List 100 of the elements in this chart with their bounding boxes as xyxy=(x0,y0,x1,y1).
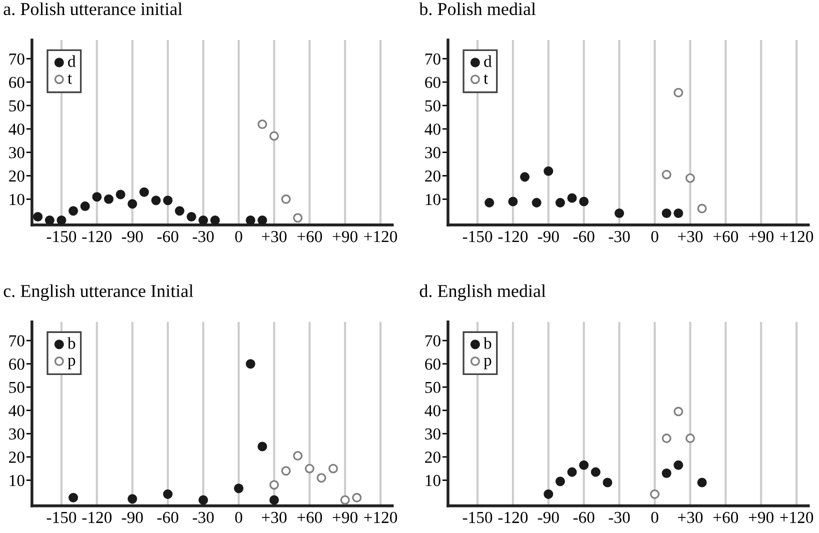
point xyxy=(163,196,173,206)
point xyxy=(269,480,279,490)
point xyxy=(697,478,707,488)
point xyxy=(56,215,66,225)
point xyxy=(92,192,102,202)
point xyxy=(128,199,138,209)
point xyxy=(269,495,279,505)
point xyxy=(68,492,78,502)
x-tick-label: -120 xyxy=(498,512,528,524)
x-tick-label: -90 xyxy=(122,230,143,242)
point xyxy=(198,215,208,225)
y-tick-label: 20 xyxy=(9,170,24,182)
point xyxy=(484,198,494,208)
point xyxy=(304,464,314,474)
point xyxy=(532,198,542,208)
x-tick-label: +90 xyxy=(332,230,358,242)
chart-title: d. English medial xyxy=(420,284,546,301)
point xyxy=(340,495,350,505)
x-tick-label: 0 xyxy=(651,512,658,524)
x-tick-label: +120 xyxy=(780,512,814,524)
y-tick-label: 10 xyxy=(10,474,24,486)
x-tick-label: -30 xyxy=(608,512,630,524)
point xyxy=(579,196,589,206)
point xyxy=(44,215,54,225)
point xyxy=(685,173,695,183)
point xyxy=(520,172,530,182)
y-tick-label: 50 xyxy=(425,382,440,394)
x-tick-label: 0 xyxy=(651,230,658,242)
y-tick-label: 50 xyxy=(9,100,24,112)
point xyxy=(186,212,196,222)
y-tick-label: 60 xyxy=(425,358,440,370)
x-tick-label: +30 xyxy=(262,512,287,524)
y-tick-label: 70 xyxy=(425,335,440,346)
y-tick-label: 30 xyxy=(425,147,440,158)
x-tick-label: -60 xyxy=(573,230,594,242)
x-tick-label: +120 xyxy=(364,230,398,242)
y-tick-label: 60 xyxy=(9,358,24,370)
point xyxy=(33,212,43,222)
point xyxy=(697,204,707,214)
point xyxy=(674,208,684,218)
x-tick-label: +90 xyxy=(332,512,358,524)
x-tick-label: +30 xyxy=(262,230,287,242)
y-tick-label: 70 xyxy=(9,53,24,65)
x-tick-label: -120 xyxy=(498,230,528,242)
y-tick-label: 30 xyxy=(9,428,24,440)
point xyxy=(328,464,338,474)
legend-label: b xyxy=(67,337,76,349)
x-tick-label: +30 xyxy=(678,512,703,524)
point xyxy=(650,489,660,499)
x-tick-label: +30 xyxy=(678,230,703,242)
x-tick-label: -30 xyxy=(192,230,214,242)
point xyxy=(281,194,291,204)
legend-label: t xyxy=(68,74,72,84)
x-tick-label: 0 xyxy=(235,230,242,242)
point xyxy=(544,489,554,499)
x-tick-label: +90 xyxy=(748,512,774,524)
y-tick-label: 20 xyxy=(425,452,440,463)
y-tick-label: 50 xyxy=(425,100,440,112)
point xyxy=(104,194,114,204)
legend-label: d xyxy=(68,55,76,67)
point xyxy=(555,476,565,486)
point xyxy=(544,166,554,176)
chart-title: a. Polish utterance initial xyxy=(4,2,182,16)
point xyxy=(508,196,518,206)
legend-label: b xyxy=(484,337,492,349)
point xyxy=(567,193,577,203)
point xyxy=(163,489,173,499)
x-tick-label: 0 xyxy=(235,512,242,524)
point xyxy=(269,131,279,141)
y-tick-label: 30 xyxy=(9,147,24,158)
x-tick-label: -30 xyxy=(192,512,214,524)
x-tick-label: +60 xyxy=(713,512,738,524)
point xyxy=(674,406,684,416)
point xyxy=(662,468,672,478)
point xyxy=(662,170,672,180)
x-tick-label: +120 xyxy=(780,230,814,242)
x-tick-label: -30 xyxy=(608,230,630,242)
x-tick-label: -120 xyxy=(82,230,112,242)
y-tick-label: 10 xyxy=(426,474,440,486)
point xyxy=(316,473,326,483)
point xyxy=(210,215,220,225)
point xyxy=(579,460,589,470)
x-tick-label: +60 xyxy=(713,230,738,242)
y-tick-label: 30 xyxy=(425,428,440,440)
x-tick-label: -150 xyxy=(462,512,492,524)
x-tick-label: -150 xyxy=(46,230,76,242)
y-tick-label: 60 xyxy=(9,76,24,88)
point xyxy=(567,467,577,477)
y-tick-label: 70 xyxy=(425,53,440,65)
x-tick-label: -120 xyxy=(82,512,112,524)
y-tick-label: 40 xyxy=(424,124,440,135)
point xyxy=(128,494,138,504)
y-tick-label: 70 xyxy=(9,335,24,346)
point xyxy=(614,208,624,218)
x-tick-label: -60 xyxy=(157,230,178,242)
point xyxy=(246,359,256,369)
point xyxy=(258,119,268,130)
x-tick-label: -90 xyxy=(538,512,559,524)
y-tick-label: 40 xyxy=(424,405,440,416)
x-tick-label: +60 xyxy=(297,512,322,524)
